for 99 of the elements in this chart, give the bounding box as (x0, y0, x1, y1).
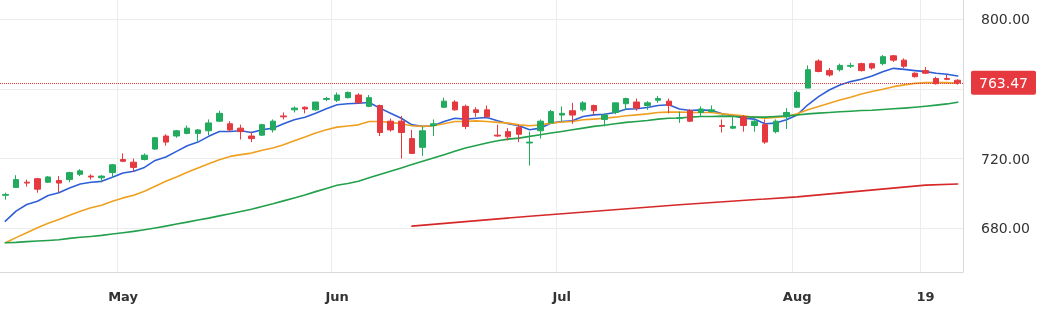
candlestick (762, 118, 768, 145)
candlestick (452, 99, 458, 112)
candlestick (751, 118, 758, 133)
candlestick (248, 131, 255, 143)
y-tick-label: 720.00 (981, 150, 1030, 167)
candlestick (847, 62, 854, 69)
candlestick (270, 118, 276, 134)
candlestick (612, 102, 619, 115)
candlestick (302, 105, 308, 114)
candlestick (237, 124, 244, 140)
x-tick-label: Jun (324, 289, 349, 304)
candlestick (120, 152, 126, 163)
candlestick (880, 54, 886, 66)
x-tick-label: Jul (551, 289, 572, 304)
candlestick (205, 118, 212, 136)
candlestick (516, 124, 522, 143)
candlestick (676, 111, 683, 124)
candlestick (730, 115, 736, 130)
candlestick (387, 118, 394, 133)
candlestick (740, 114, 747, 133)
candlestick (473, 106, 479, 118)
candlestick (505, 127, 511, 141)
candlestick (623, 97, 629, 111)
candlestick (858, 62, 865, 72)
candlestick (88, 173, 94, 181)
candlestick (666, 98, 672, 114)
candlestick (34, 177, 41, 194)
candlestick (109, 163, 116, 179)
candlestick (462, 104, 469, 130)
candlestick (698, 105, 704, 118)
candlestick (719, 118, 725, 134)
candlestick (419, 125, 426, 157)
candlestick (591, 104, 597, 116)
candlestick (773, 118, 779, 134)
candlestick (944, 74, 950, 81)
candlestick (366, 94, 372, 108)
candlestick (398, 115, 405, 160)
candlestick (323, 96, 330, 102)
candlestick (548, 109, 554, 124)
x-tick-label: 19 (916, 289, 935, 304)
candlestick (345, 91, 351, 100)
ref-line-label: 763.47 (979, 74, 1028, 91)
candlestick (409, 129, 415, 154)
candlestick (794, 90, 800, 109)
candlestick (901, 57, 907, 69)
candlestick (869, 62, 875, 71)
candlestick (805, 64, 811, 89)
candlestick (890, 54, 897, 63)
candlestick (163, 133, 169, 147)
candlestick (494, 124, 501, 138)
candlestick (141, 152, 148, 161)
candlestick (484, 104, 490, 118)
candlestick (601, 112, 608, 127)
candlestick (24, 179, 30, 188)
candlestick (216, 110, 223, 123)
candlestick (569, 102, 576, 125)
candlestick (291, 105, 298, 113)
y-tick-label: 800.00 (981, 11, 1030, 28)
candlestick (2, 192, 9, 201)
candlestick (912, 71, 918, 79)
candlestick (130, 158, 137, 173)
candlestick (708, 104, 715, 113)
x-tick-label: Aug (782, 289, 812, 304)
candlestick (430, 118, 437, 137)
candlestick (66, 171, 73, 183)
x-tick-label: May (108, 289, 139, 304)
candlestick (56, 175, 62, 194)
candlestick (259, 123, 265, 137)
y-tick-label: 680.00 (981, 220, 1030, 237)
candlestick (633, 98, 640, 112)
candlestick (173, 129, 180, 139)
candlestick (334, 91, 340, 103)
candlestick (45, 175, 51, 184)
candlestick (580, 100, 586, 113)
candlestick (687, 108, 693, 123)
line-series (411, 183, 959, 227)
candlestick (355, 92, 362, 104)
candlestick (922, 66, 929, 75)
candlestick (152, 136, 158, 151)
candlestick (312, 101, 319, 112)
candlestick (98, 174, 105, 183)
candlestick (826, 67, 833, 78)
candlestick (837, 63, 843, 72)
candlestick (526, 131, 533, 167)
candlestick (644, 100, 651, 111)
candlestick (559, 105, 565, 122)
candlestick (783, 107, 790, 130)
candlestick (441, 97, 447, 109)
candlestick (377, 104, 383, 137)
candlestick (655, 95, 661, 104)
candlestick (77, 168, 83, 177)
line-series (4, 67, 959, 222)
candlestick (13, 174, 19, 188)
candlestick (537, 118, 544, 140)
candlestick (195, 128, 201, 142)
candlestick (227, 120, 233, 133)
candlestick (184, 125, 190, 135)
candlestick (815, 58, 822, 73)
candlestick (280, 111, 287, 120)
